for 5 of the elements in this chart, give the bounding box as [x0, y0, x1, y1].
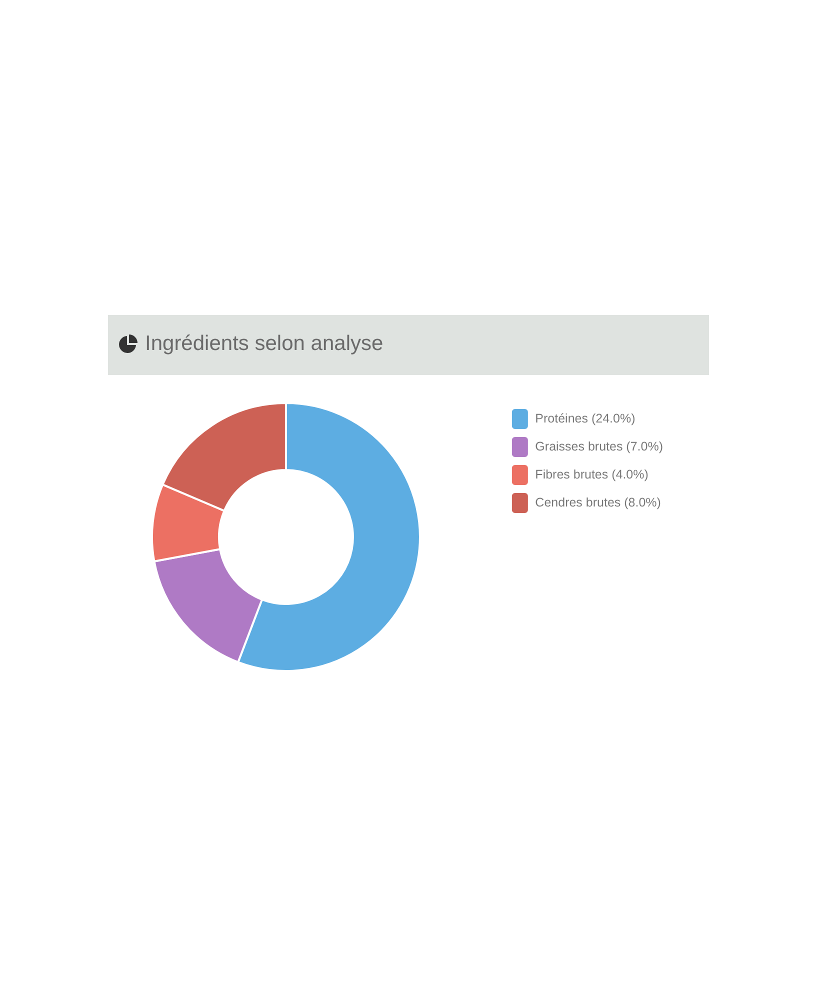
legend-label: Protéines (24.0%)	[535, 411, 636, 426]
chart-title: Ingrédients selon analyse	[145, 331, 384, 357]
legend-label: Graisses brutes (7.0%)	[535, 439, 664, 454]
legend-label: Cendres brutes (8.0%)	[535, 495, 661, 510]
legend-label: Fibres brutes (4.0%)	[535, 467, 648, 482]
